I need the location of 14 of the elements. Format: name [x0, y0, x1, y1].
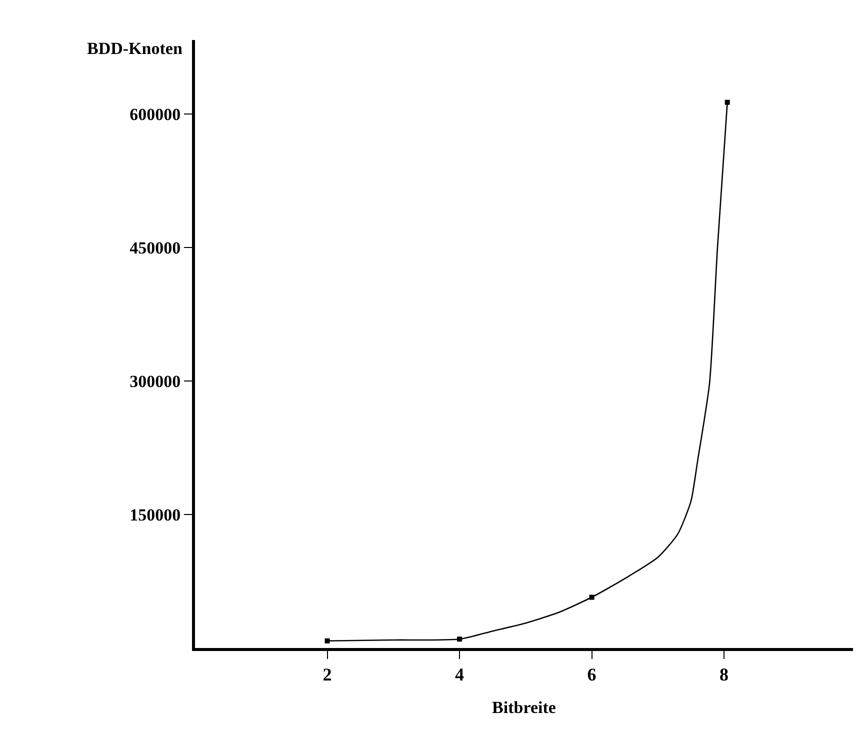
y-tick-label: 600000 — [130, 104, 181, 124]
point — [724, 100, 730, 105]
x-tick-label: 4 — [455, 664, 464, 685]
y-axis-title: BDD-Knoten — [87, 39, 183, 58]
point — [589, 594, 594, 600]
point — [457, 636, 462, 642]
y-tick-label: 300000 — [130, 372, 181, 391]
x-axis-title: Bitbreite — [492, 698, 556, 717]
y-tick-label: 150000 — [130, 505, 181, 524]
y-tick-label: 450000 — [130, 238, 181, 258]
x-tick-label: 8 — [720, 664, 729, 685]
x-tick-label: 2 — [322, 664, 332, 685]
point — [324, 638, 330, 644]
x-tick-label: 6 — [587, 664, 596, 685]
